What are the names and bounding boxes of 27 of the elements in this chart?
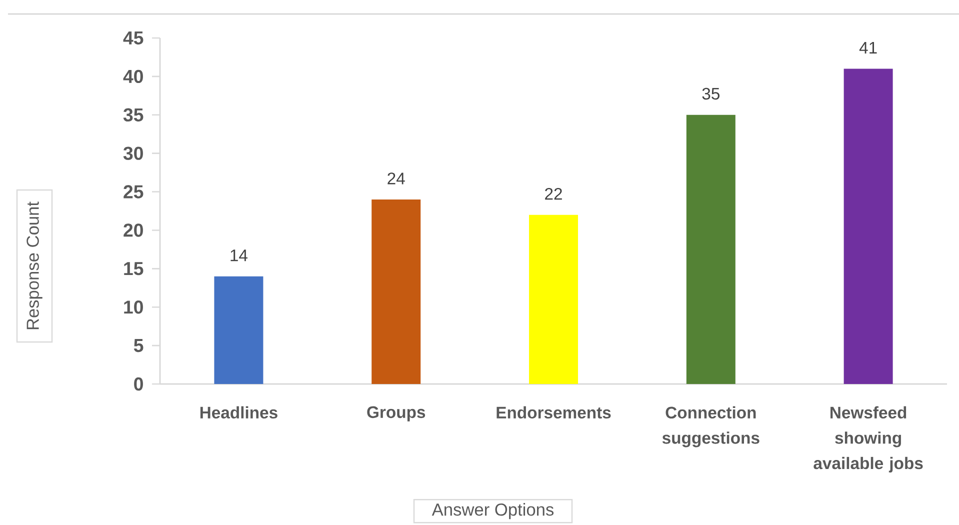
- y-tick-label: 45: [123, 31, 144, 45]
- x-tick-label: Headlines: [200, 406, 278, 419]
- y-tick-label: 40: [123, 70, 143, 84]
- y-tick-label: 15: [124, 262, 144, 276]
- bar: [844, 68, 893, 384]
- y-axis-title: Response Count: [26, 202, 42, 330]
- y-tick-label: 30: [123, 146, 143, 160]
- x-tick-label: Connection suggestions: [662, 406, 760, 448]
- bar: [214, 276, 264, 384]
- y-tick-label: 20: [124, 224, 143, 237]
- y-tick-label: 5: [134, 339, 144, 352]
- y-tick-label: 35: [123, 108, 144, 122]
- x-tick-label: Newsfeed showing available jobs: [814, 406, 923, 472]
- bar: [372, 199, 421, 384]
- x-tick-label: Endorsements: [496, 406, 611, 419]
- bar: [686, 114, 736, 384]
- data-label: 41: [859, 42, 877, 54]
- y-tick-label: 25: [124, 185, 144, 198]
- data-label: 35: [702, 88, 720, 100]
- data-label: 14: [230, 250, 248, 262]
- x-axis-title: Answer Options: [432, 503, 554, 520]
- data-label: 24: [388, 172, 405, 184]
- data-label: 22: [545, 188, 562, 200]
- bar: [529, 214, 578, 384]
- x-tick-label: Groups: [367, 406, 426, 422]
- y-tick-label: 0: [134, 377, 143, 391]
- y-tick-label: 10: [124, 300, 143, 314]
